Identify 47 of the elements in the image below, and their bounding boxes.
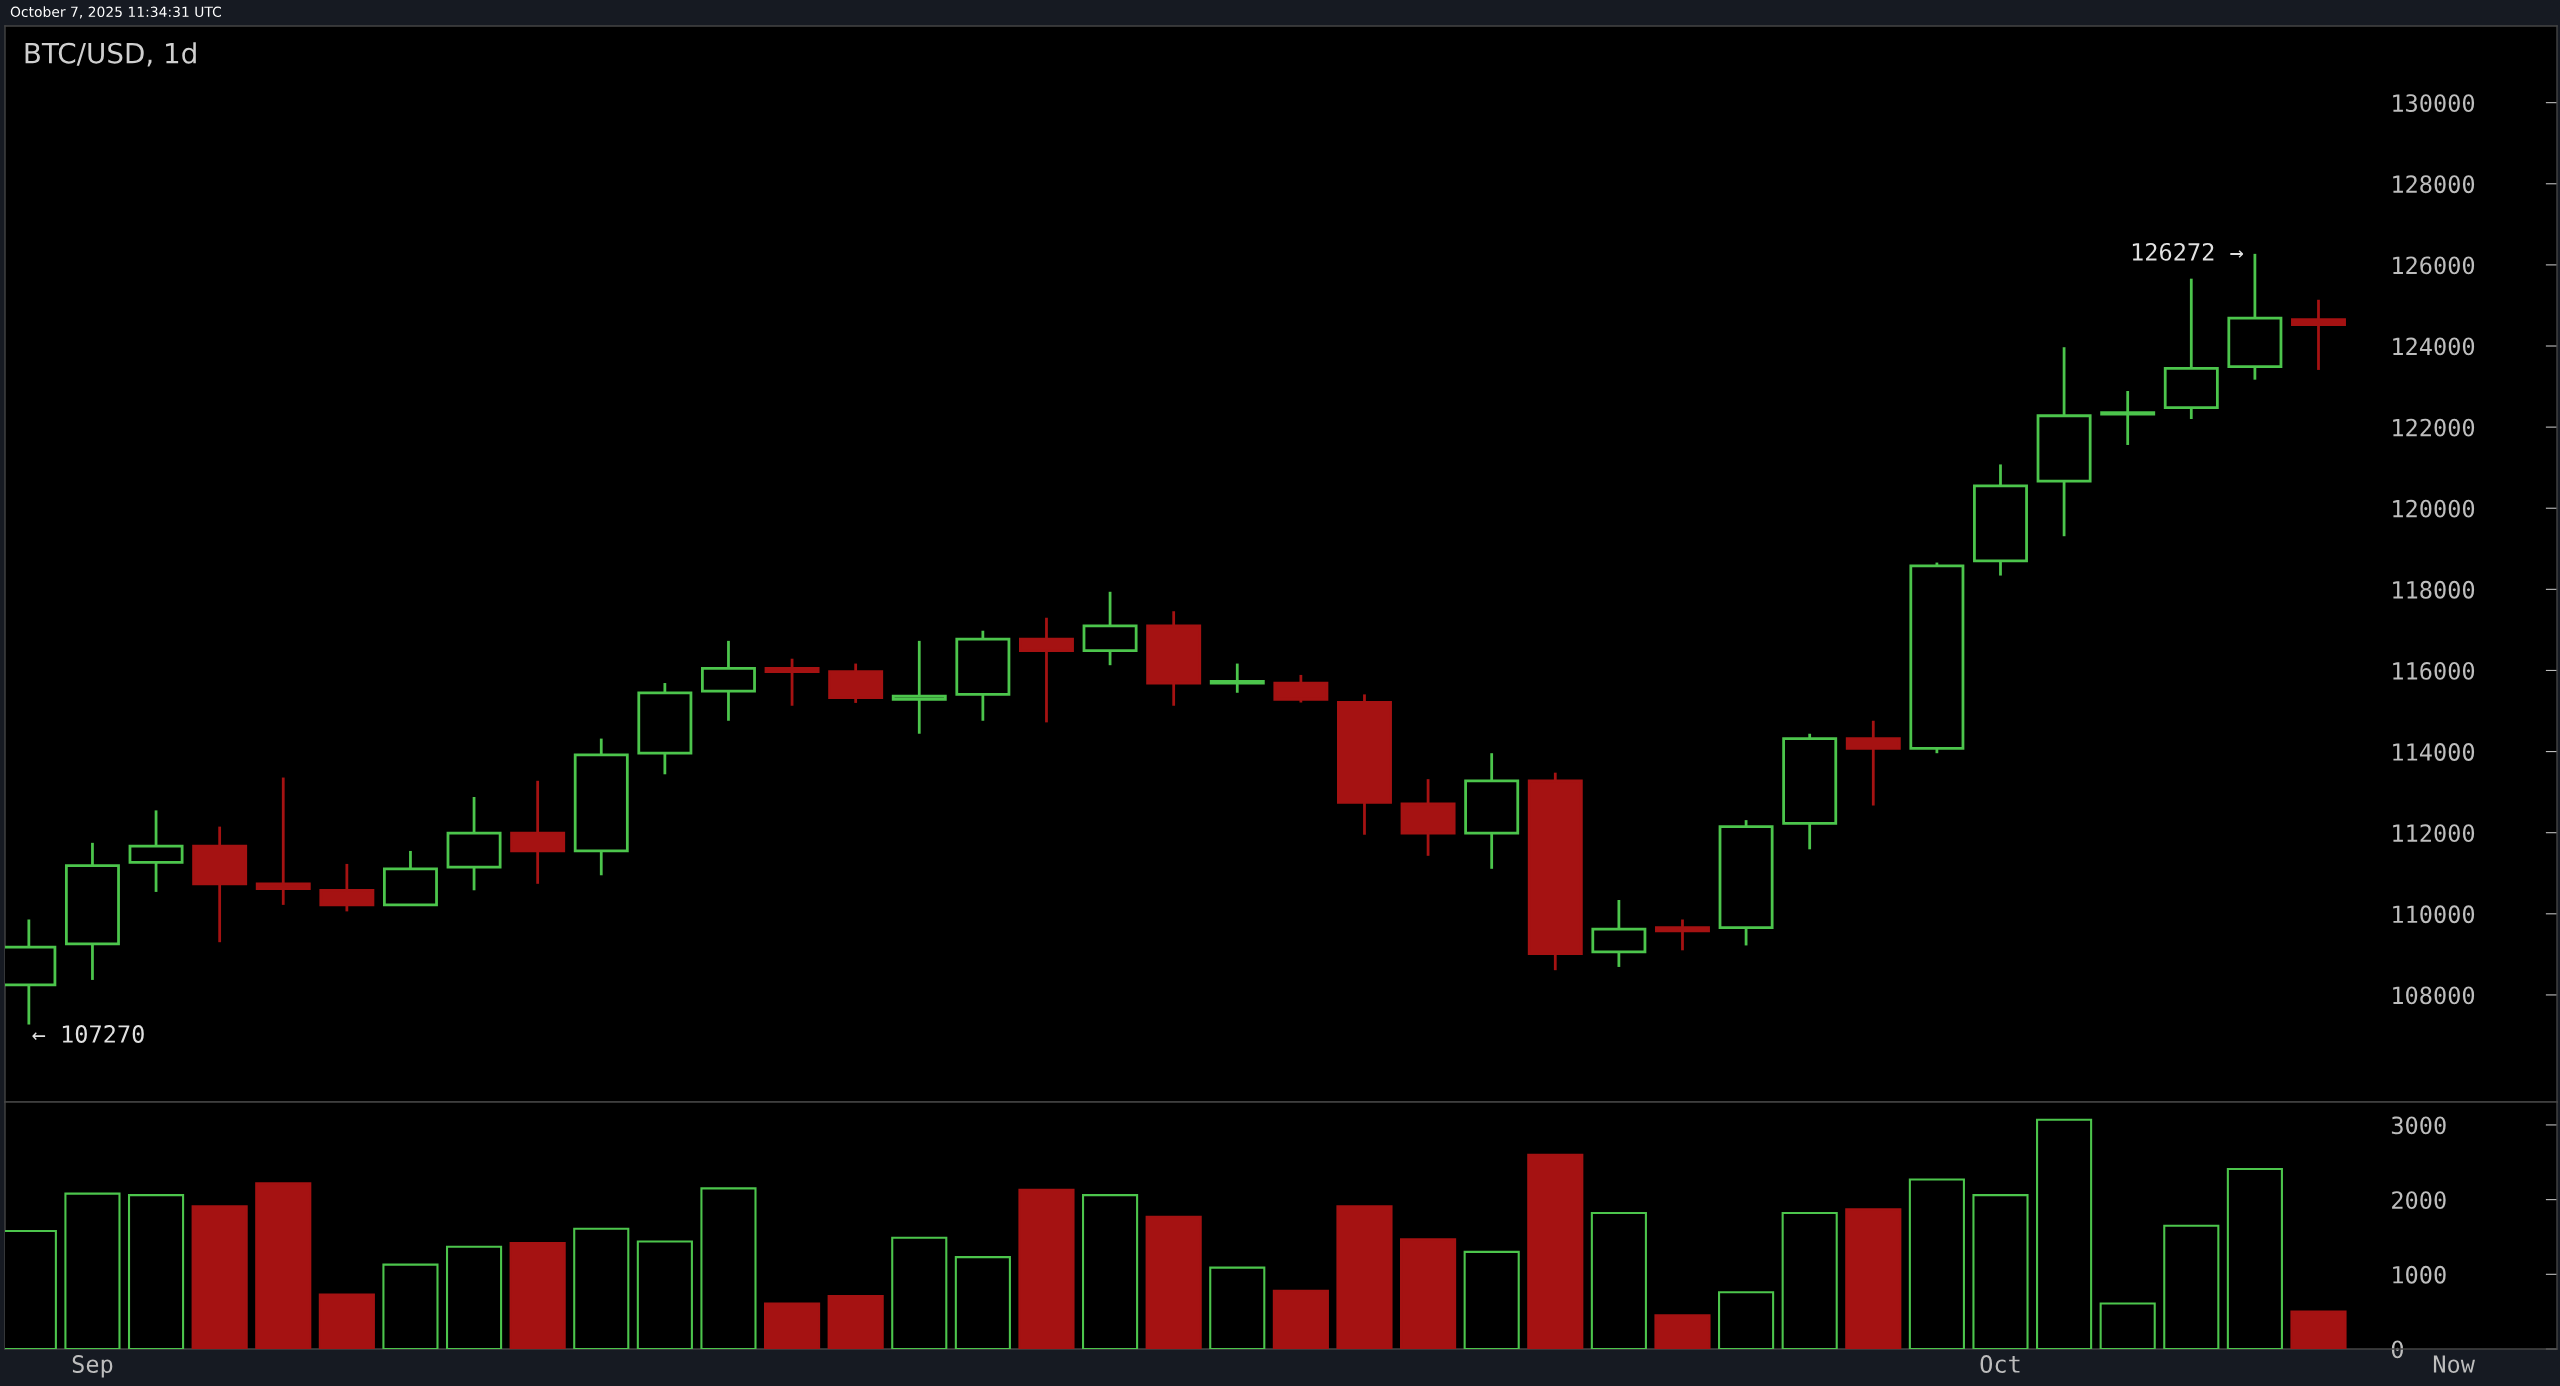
candlestick	[764, 657, 820, 708]
candlestick	[1019, 616, 1074, 724]
bar	[1336, 1205, 1393, 1349]
y-tick-label: 122000	[2393, 418, 2475, 437]
bar	[1018, 1188, 1075, 1349]
text: October 7, 2025 11:34:31 UTC	[10, 6, 221, 19]
y-tick-label: 130000	[2393, 94, 2475, 113]
candlestick	[1845, 719, 1901, 807]
bar	[1145, 1215, 1202, 1349]
y-tick-label: 0	[2391, 1340, 2404, 1359]
candlestick	[1209, 662, 1265, 695]
bar	[763, 1302, 821, 1349]
bar	[1654, 1314, 1711, 1349]
candlestick	[1655, 918, 1710, 952]
y-tick-label: 110000	[2393, 905, 2475, 924]
x-tick-label: Oct	[1980, 1355, 2020, 1373]
candlestick	[891, 639, 947, 736]
bar	[318, 1293, 375, 1349]
candlestick	[2100, 389, 2156, 447]
bar	[1272, 1289, 1329, 1349]
y-tick-label: 128000	[2393, 175, 2475, 194]
y-tick-label: 3000	[2391, 1116, 2446, 1135]
y-tick-label: 120000	[2393, 499, 2475, 518]
bar	[509, 1241, 566, 1349]
y-tick-label: 116000	[2393, 661, 2475, 680]
y-tick-label: 126000	[2393, 256, 2475, 275]
y-tick-label: 108000	[2393, 986, 2475, 1005]
bar	[2290, 1310, 2347, 1349]
annotation: ← 107270	[32, 1025, 144, 1043]
bar	[191, 1205, 248, 1349]
x-tick-label: Now	[2433, 1355, 2475, 1373]
candlestick	[255, 776, 311, 907]
bar	[1527, 1153, 1584, 1349]
text: BTC/USD, 1d	[25, 42, 196, 67]
x-tick-label: Sep	[72, 1355, 113, 1378]
bar	[255, 1182, 312, 1349]
bar	[827, 1294, 884, 1349]
y-tick-label: 118000	[2393, 580, 2475, 599]
y-tick-label: 112000	[2393, 824, 2475, 843]
annotation: 126272 →	[2132, 242, 2244, 261]
bar	[1845, 1208, 1902, 1349]
y-tick-label: 114000	[2393, 743, 2475, 761]
y-tick-label: 124000	[2393, 337, 2475, 356]
candlestick	[2291, 298, 2346, 372]
y-tick-label: 1000	[2393, 1265, 2446, 1284]
y-tick-label: 2000	[2392, 1191, 2446, 1209]
bar	[1400, 1238, 1457, 1349]
